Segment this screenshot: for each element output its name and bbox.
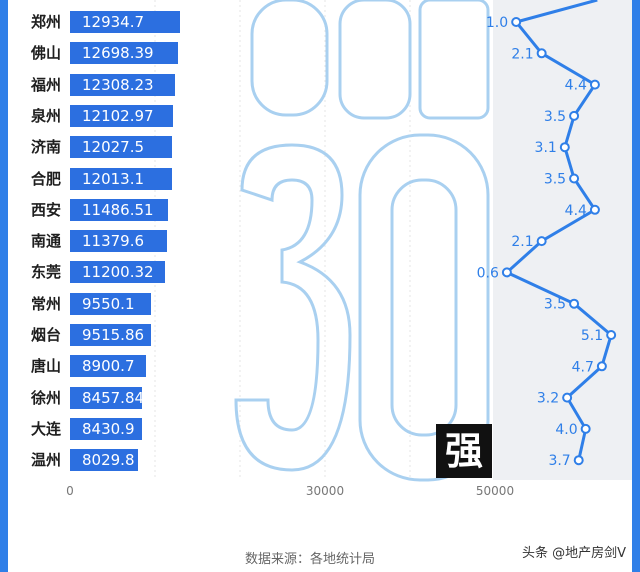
growth-rate-label: 3.5 xyxy=(544,297,566,313)
growth-rate-label: 3.1 xyxy=(535,140,557,156)
growth-panel xyxy=(493,0,632,480)
qiang-badge: 强 xyxy=(436,424,492,478)
gdp-bar xyxy=(70,449,139,472)
growth-rate-point xyxy=(589,204,600,215)
gdp-bar xyxy=(70,11,180,33)
gdp-value-label: 8029.8 xyxy=(82,451,135,470)
gdp-value-label: 12013.1 xyxy=(82,169,145,188)
x-tick-label: 0 xyxy=(66,484,74,498)
city-label: 济南 xyxy=(30,138,61,157)
gdp-value-label: 12934.7 xyxy=(82,13,145,31)
growth-rate-label: 4.7 xyxy=(572,359,594,375)
city-label: 西安 xyxy=(30,200,61,219)
city-label: 大连 xyxy=(30,419,61,438)
city-label: 郑州 xyxy=(30,13,61,31)
gdp-bar xyxy=(70,136,173,159)
gdp-bar xyxy=(70,417,142,440)
growth-rate-label: 0.6 xyxy=(477,265,499,281)
city-label: 福州 xyxy=(30,75,61,94)
city-label: 东莞 xyxy=(30,263,61,282)
gdp-bar xyxy=(70,42,178,65)
gdp-bar xyxy=(70,292,152,315)
city-label: 合肥 xyxy=(30,169,61,188)
growth-rate-label: 4.4 xyxy=(565,203,587,219)
city-label: 常州 xyxy=(30,294,61,313)
growth-rate-point xyxy=(573,455,584,466)
gdp-value-label: 8457.84 xyxy=(82,388,145,407)
gdp-bar xyxy=(70,355,146,378)
growth-rate-label: 3.2 xyxy=(537,391,559,407)
left-frame xyxy=(0,0,8,572)
gdp-bar xyxy=(70,230,167,253)
gdp-value-label: 12027.5 xyxy=(82,138,145,157)
growth-rate-label: 4.0 xyxy=(555,422,577,438)
city-label: 唐山 xyxy=(30,357,61,376)
x-tick-label: 50000 xyxy=(475,484,515,498)
gdp-bar xyxy=(70,198,168,221)
gdp-value-label: 12102.97 xyxy=(82,106,154,125)
growth-rate-point xyxy=(511,17,522,27)
growth-rate-point xyxy=(559,142,570,153)
growth-rate-point xyxy=(562,392,573,403)
gdp-value-label: 8430.9 xyxy=(82,419,135,438)
city-label: 南通 xyxy=(30,232,61,251)
growth-rate-point xyxy=(569,110,580,121)
growth-rate-point xyxy=(606,330,617,340)
data-source-note: 数据来源：各地统计局 xyxy=(244,552,375,567)
growth-rate-label: 2.1 xyxy=(511,46,533,62)
right-frame xyxy=(632,0,640,572)
gdp-bar xyxy=(70,73,175,96)
gdp-bar xyxy=(70,261,166,284)
growth-rate-point xyxy=(536,48,547,59)
growth-rate-label: 2.1 xyxy=(511,234,533,250)
growth-rate-point xyxy=(501,267,512,278)
growth-rate-point xyxy=(569,298,580,309)
city-label: 徐州 xyxy=(30,388,61,407)
growth-rate-label: 5.1 xyxy=(581,328,603,344)
growth-rate-point xyxy=(580,423,591,434)
growth-rate-label: 4.4 xyxy=(565,78,587,94)
gdp-value-label: 11200.32 xyxy=(82,263,154,282)
gdp-value-label: 11486.51 xyxy=(82,200,154,219)
gdp-bar xyxy=(70,324,151,346)
gdp-value-label: 9515.86 xyxy=(82,326,145,344)
growth-rate-label: 3.5 xyxy=(544,109,566,125)
gdp-bar xyxy=(70,386,142,409)
gdp-bar xyxy=(70,167,173,190)
city-label: 温州 xyxy=(30,451,61,470)
city-label: 佛山 xyxy=(30,44,61,63)
growth-rate-point xyxy=(589,79,600,90)
gdp-value-label: 11379.6 xyxy=(82,232,145,251)
city-label: 烟台 xyxy=(30,326,61,344)
big-letters-gdp xyxy=(250,0,490,120)
growth-rate-label: 1.0 xyxy=(486,15,508,31)
city-label: 泉州 xyxy=(30,106,61,125)
growth-rate-line xyxy=(504,0,613,461)
author-credit: 头条 @地产房剑V xyxy=(521,546,626,561)
growth-rate-point xyxy=(536,236,547,247)
gdp-value-label: 12308.23 xyxy=(82,75,154,94)
gdp-value-label: 9550.1 xyxy=(82,294,135,313)
growth-rate-label: 3.7 xyxy=(548,453,570,469)
gdp-value-label: 12698.39 xyxy=(82,44,154,63)
big-digits-30 xyxy=(234,133,490,482)
growth-rate-point xyxy=(569,173,580,184)
gdp-value-label: 8900.7 xyxy=(82,357,135,376)
gdp-bar xyxy=(70,104,173,127)
growth-rate-point xyxy=(596,361,607,372)
x-tick-label: 30000 xyxy=(305,484,345,498)
growth-rate-label: 3.5 xyxy=(544,172,566,188)
